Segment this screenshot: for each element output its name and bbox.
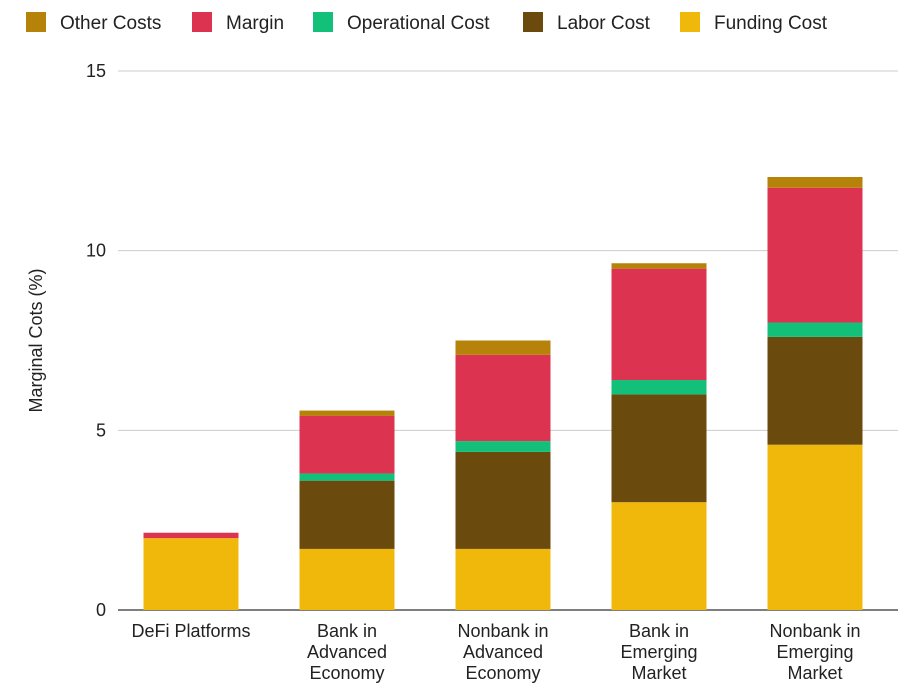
x-tick-label-line: Market <box>631 663 686 683</box>
bar-margin-nonbank-in-advanced-economy <box>455 354 551 442</box>
bar-margin-defi-platforms <box>143 532 239 539</box>
legend-label-funding-cost: Funding Cost <box>714 13 828 34</box>
x-tick-label-line: Bank in <box>629 621 689 641</box>
y-axis-ticks: 0 5 10 15 <box>86 61 106 620</box>
bar-margin-bank-in-emerging-market <box>611 268 707 381</box>
bar-operational-cost-bank-in-emerging-market <box>611 380 707 395</box>
bar-funding-cost-nonbank-in-advanced-economy <box>455 548 551 610</box>
x-tick-label-bank-in-emerging-market: Bank in Emerging Market <box>620 621 697 683</box>
x-tick-label-line: Economy <box>465 663 540 683</box>
bar-operational-cost-nonbank-in-advanced-economy <box>455 441 551 452</box>
legend-swatch-margin <box>192 12 212 32</box>
x-tick-label-line: DeFi Platforms <box>131 621 250 641</box>
bar-other-costs-nonbank-in-emerging-market <box>767 177 863 188</box>
bar-funding-cost-bank-in-advanced-economy <box>299 548 395 610</box>
y-tick-label-10: 10 <box>86 241 106 261</box>
bar-other-costs-nonbank-in-advanced-economy <box>455 340 551 355</box>
bar-margin-bank-in-advanced-economy <box>299 415 395 474</box>
y-tick-label-0: 0 <box>96 600 106 620</box>
legend-label-margin: Margin <box>226 13 284 34</box>
bar-funding-cost-defi-platforms <box>143 538 239 610</box>
legend-swatch-labor-cost <box>523 12 543 32</box>
x-tick-label-line: Economy <box>309 663 384 683</box>
bar-other-costs-bank-in-advanced-economy <box>299 410 395 416</box>
y-axis-title: Marginal Cots (%) <box>26 268 46 412</box>
x-tick-label-line: Market <box>787 663 842 683</box>
x-tick-label-line: Emerging <box>620 642 697 662</box>
legend-swatch-funding-cost <box>680 12 700 32</box>
bar-labor-cost-nonbank-in-advanced-economy <box>455 451 551 549</box>
x-tick-label-bank-in-advanced-economy: Bank in Advanced Economy <box>307 621 387 683</box>
legend-label-labor-cost: Labor Cost <box>557 13 651 34</box>
legend-label-other-costs: Other Costs <box>60 13 161 34</box>
bars <box>143 177 863 610</box>
bar-margin-nonbank-in-emerging-market <box>767 187 863 323</box>
bar-labor-cost-bank-in-emerging-market <box>611 394 707 503</box>
legend: Other Costs Margin Operational Cost Labor C… <box>26 12 828 34</box>
x-tick-label-nonbank-in-emerging-market: Nonbank in Emerging Market <box>769 621 860 683</box>
legend-label-operational-cost: Operational Cost <box>347 13 490 34</box>
bar-operational-cost-bank-in-advanced-economy <box>299 473 395 481</box>
x-tick-label-line: Advanced <box>307 642 387 662</box>
bar-labor-cost-bank-in-advanced-economy <box>299 480 395 549</box>
x-tick-label-line: Emerging <box>776 642 853 662</box>
bar-labor-cost-nonbank-in-emerging-market <box>767 336 863 445</box>
legend-swatch-other-costs <box>26 12 46 32</box>
x-axis-ticks: DeFi Platforms Bank in Advanced EconomyNonb… <box>131 621 860 683</box>
x-tick-label-nonbank-in-advanced-economy: Nonbank in Advanced Economy <box>457 621 548 683</box>
legend-swatch-operational-cost <box>313 12 333 32</box>
bar-funding-cost-nonbank-in-emerging-market <box>767 444 863 610</box>
x-tick-label-line: Nonbank in <box>457 621 548 641</box>
x-tick-label-line: Nonbank in <box>769 621 860 641</box>
x-tick-label-line: Bank in <box>317 621 377 641</box>
bar-other-costs-bank-in-emerging-market <box>611 263 707 269</box>
y-tick-label-5: 5 <box>96 420 106 440</box>
bar-funding-cost-bank-in-emerging-market <box>611 502 707 610</box>
y-tick-label-15: 15 <box>86 61 106 81</box>
bar-operational-cost-nonbank-in-emerging-market <box>767 322 863 337</box>
x-tick-label-line: Advanced <box>463 642 543 662</box>
x-tick-label-defi-platforms: DeFi Platforms <box>131 621 250 641</box>
